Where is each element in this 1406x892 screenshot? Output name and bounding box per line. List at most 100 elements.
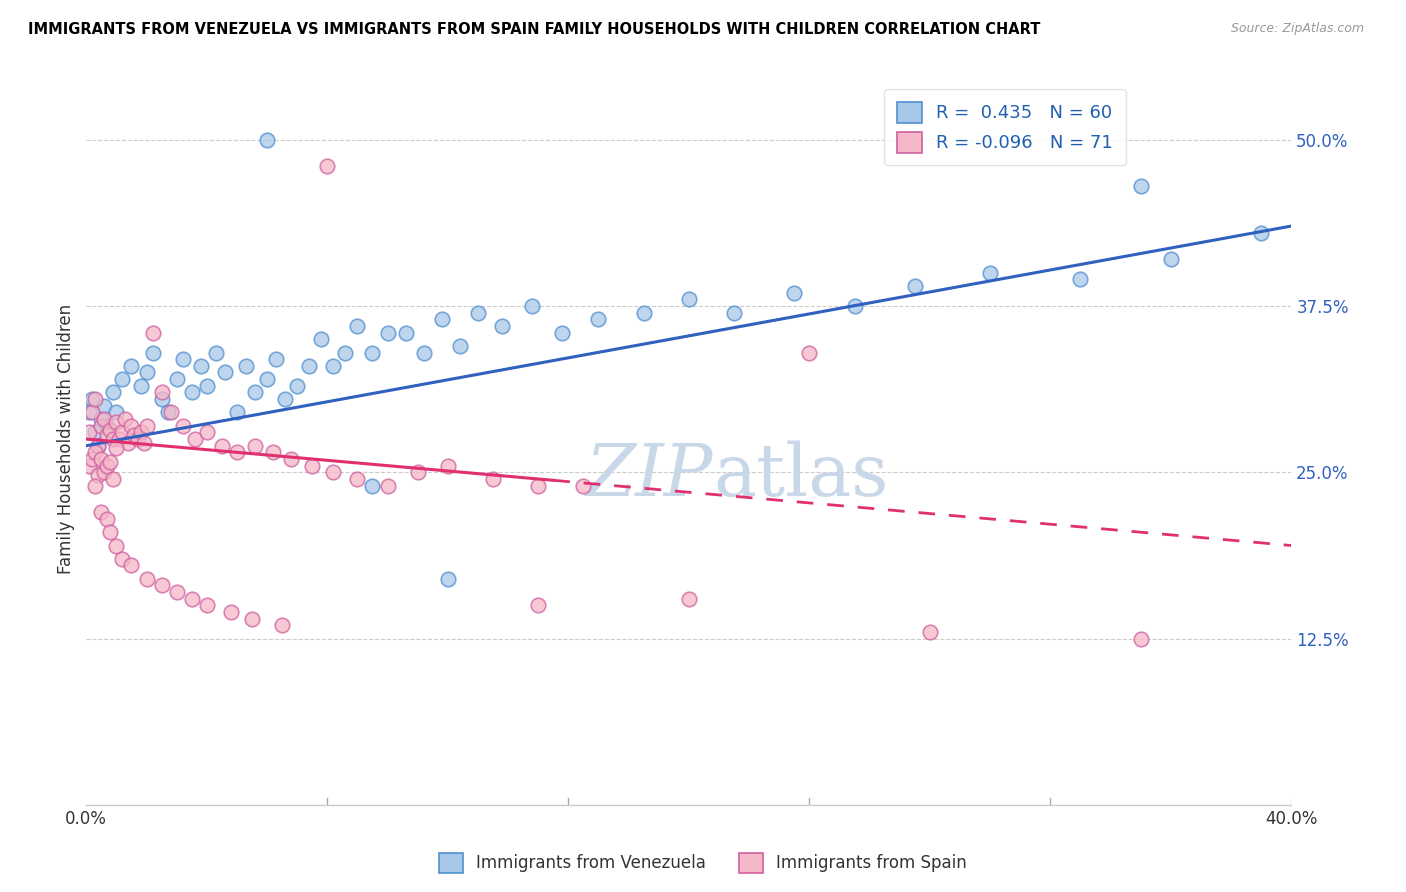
Point xyxy=(491,318,513,333)
Point xyxy=(84,478,107,492)
Point xyxy=(84,425,107,440)
Text: IMMIGRANTS FROM VENEZUELA VS IMMIGRANTS FROM SPAIN FAMILY HOUSEHOLDS WITH CHILDR: IMMIGRANTS FROM VENEZUELA VS IMMIGRANTS … xyxy=(28,22,1040,37)
Point xyxy=(82,392,104,406)
Point xyxy=(1129,179,1152,194)
Point xyxy=(124,428,146,442)
Point xyxy=(214,366,236,380)
Point xyxy=(79,458,101,473)
Point xyxy=(436,572,458,586)
Point xyxy=(723,305,745,319)
Point xyxy=(114,412,136,426)
Point xyxy=(219,605,242,619)
Point xyxy=(150,385,173,400)
Point xyxy=(322,465,344,479)
Point xyxy=(142,345,165,359)
Point xyxy=(84,392,107,406)
Point xyxy=(87,467,110,482)
Point xyxy=(180,591,202,606)
Point xyxy=(180,385,202,400)
Point xyxy=(111,551,134,566)
Point xyxy=(918,625,941,640)
Point xyxy=(799,345,821,359)
Point xyxy=(166,585,188,599)
Point xyxy=(361,478,384,492)
Point xyxy=(142,326,165,340)
Point xyxy=(1250,226,1272,240)
Point xyxy=(103,385,125,400)
Point xyxy=(166,372,188,386)
Point xyxy=(135,572,157,586)
Point xyxy=(96,512,118,526)
Point xyxy=(678,292,700,306)
Point xyxy=(100,525,122,540)
Point xyxy=(105,415,128,429)
Point xyxy=(264,352,287,367)
Point xyxy=(195,425,218,440)
Point xyxy=(1129,632,1152,646)
Point xyxy=(79,405,101,419)
Point xyxy=(271,618,294,632)
Point xyxy=(79,425,101,440)
Point xyxy=(129,378,152,392)
Point xyxy=(280,452,302,467)
Point xyxy=(678,591,700,606)
Point xyxy=(121,359,143,373)
Point xyxy=(430,312,453,326)
Point xyxy=(135,366,157,380)
Point xyxy=(256,372,278,386)
Point xyxy=(551,326,574,340)
Point xyxy=(172,418,194,433)
Legend: R =  0.435   N = 60, R = -0.096   N = 71: R = 0.435 N = 60, R = -0.096 N = 71 xyxy=(884,89,1126,165)
Point xyxy=(1069,272,1091,286)
Point xyxy=(979,266,1001,280)
Point xyxy=(211,439,233,453)
Point xyxy=(235,359,257,373)
Point xyxy=(205,345,228,359)
Point xyxy=(243,439,266,453)
Point xyxy=(195,378,218,392)
Point xyxy=(436,458,458,473)
Point xyxy=(96,428,118,442)
Point xyxy=(346,472,368,486)
Point xyxy=(82,405,104,419)
Point xyxy=(132,436,155,450)
Point xyxy=(346,318,368,333)
Point xyxy=(111,425,134,440)
Point xyxy=(1160,252,1182,267)
Point xyxy=(243,385,266,400)
Point xyxy=(467,305,489,319)
Point xyxy=(90,418,112,433)
Point xyxy=(301,458,323,473)
Point xyxy=(633,305,655,319)
Point xyxy=(527,478,550,492)
Point xyxy=(121,418,143,433)
Point xyxy=(111,372,134,386)
Point xyxy=(93,399,115,413)
Point xyxy=(226,405,249,419)
Point xyxy=(904,279,927,293)
Point xyxy=(361,345,384,359)
Point xyxy=(377,326,399,340)
Point xyxy=(449,339,471,353)
Point xyxy=(103,472,125,486)
Point xyxy=(105,405,128,419)
Point xyxy=(156,405,179,419)
Point xyxy=(150,578,173,592)
Point xyxy=(150,392,173,406)
Point xyxy=(285,378,308,392)
Point xyxy=(93,465,115,479)
Point xyxy=(90,505,112,519)
Point xyxy=(190,359,212,373)
Point xyxy=(520,299,543,313)
Point xyxy=(406,465,429,479)
Point xyxy=(159,405,181,419)
Point xyxy=(527,599,550,613)
Point xyxy=(274,392,297,406)
Point xyxy=(412,345,434,359)
Point xyxy=(100,423,122,437)
Point xyxy=(316,159,339,173)
Text: ZIP: ZIP xyxy=(585,441,713,511)
Point xyxy=(572,478,595,492)
Point xyxy=(103,432,125,446)
Point xyxy=(783,285,806,300)
